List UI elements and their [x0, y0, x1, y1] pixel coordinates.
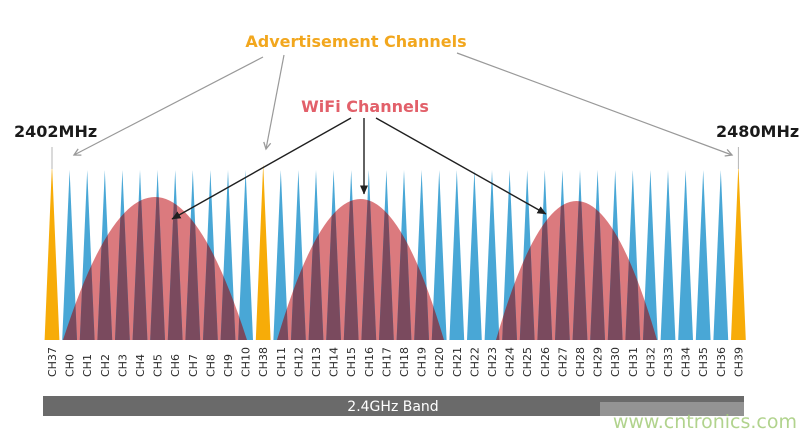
channel-label: CH23: [486, 347, 499, 377]
channel-overlap-shade: [97, 197, 113, 340]
channel-label: CH30: [609, 347, 622, 377]
ble-channel-triangle: [238, 170, 253, 340]
channel-overlap-shade: [519, 197, 535, 340]
channel-label: CH1: [81, 354, 94, 377]
channel-overlap-shade: [590, 197, 605, 340]
channel-label: CH32: [644, 347, 657, 377]
channel-overlap-shade: [555, 197, 570, 340]
channel-label: CH7: [187, 354, 200, 377]
adv-channel-triangle: [731, 164, 746, 340]
channel-overlap-shade: [343, 197, 359, 340]
channel-label: CH4: [134, 354, 147, 377]
channel-overlap-shade: [115, 197, 130, 340]
channel-overlap-shade: [361, 197, 377, 340]
ble-channel-triangle: [713, 170, 729, 340]
channel-label: CH38: [257, 347, 270, 377]
wifi-arrow-right: [375, 117, 547, 215]
channel-overlap-shade: [572, 197, 588, 340]
channel-label: CH27: [556, 347, 569, 377]
ble-channel-triangle: [678, 170, 693, 340]
band-label: 2.4GHz Band: [347, 399, 438, 415]
adv-channel-triangle: [255, 164, 271, 340]
ble-channel-triangle: [273, 170, 289, 340]
channel-label: CH22: [468, 347, 481, 377]
ble-channel-triangle: [660, 170, 676, 340]
channel-label: CH31: [627, 347, 640, 377]
channel-label: CH33: [662, 347, 675, 377]
advertisement-channels-label: Advertisement Channels: [245, 32, 466, 51]
channel-label: CH34: [680, 347, 693, 377]
channel-label: CH13: [310, 347, 323, 377]
ble-channel-triangle: [467, 170, 482, 340]
channel-overlap-shade: [185, 197, 201, 340]
ble-channel-triangle: [431, 170, 447, 340]
channel-label: CH35: [697, 347, 710, 377]
channel-label: CH9: [222, 354, 235, 377]
channel-label: CH6: [169, 354, 182, 377]
channel-overlap-shade: [326, 197, 341, 340]
channel-label: CH17: [380, 347, 393, 377]
ble-channel-triangle: [695, 170, 711, 340]
channel-label: CH26: [539, 347, 552, 377]
channel-overlap-shade: [537, 197, 553, 340]
channel-label: CH21: [451, 347, 464, 377]
freq-label-2402: 2402MHz: [14, 122, 97, 141]
channel-label: CH18: [398, 347, 411, 377]
ble-channel-triangle: [449, 170, 465, 340]
channel-label: CH36: [715, 347, 728, 377]
adv-arrow-middle: [263, 54, 285, 151]
channel-overlap-shade: [203, 197, 218, 340]
channel-label: CH0: [64, 354, 77, 377]
channel-labels: CH37 CH0 CH1 CH2 CH3 CH4 CH5 CH6 CH7 CH8 CH9 CH10 CH…: [46, 347, 745, 377]
channel-label: CH37: [46, 347, 59, 377]
adv-arrow-left: [72, 56, 264, 156]
channel-label: CH2: [99, 354, 112, 377]
ble-channel-triangle: [62, 170, 77, 340]
adv-arrow-right: [456, 52, 734, 157]
ble-channel-triangle: [643, 170, 658, 340]
channel-overlap-shade: [308, 197, 324, 340]
channel-label: CH10: [240, 347, 253, 377]
freq-label-2480: 2480MHz: [716, 122, 799, 141]
wifi-channels-label: WiFi Channels: [301, 97, 429, 116]
channel-label: CH15: [345, 347, 358, 377]
channel-label: CH16: [363, 347, 376, 377]
wifi-arrow-left: [171, 117, 352, 220]
channel-label: CH3: [116, 354, 129, 377]
channel-label: CH28: [574, 347, 587, 377]
watermark-backdrop: [600, 402, 800, 434]
channel-overlap-shade: [132, 197, 148, 340]
channel-overlap-shade: [379, 197, 394, 340]
channel-label: CH11: [275, 347, 288, 377]
channel-overlap-shade: [150, 197, 165, 340]
channel-label: CH29: [592, 347, 605, 377]
ble-channel-triangle: [484, 170, 500, 340]
channel-label: CH39: [732, 347, 745, 377]
band-bar: [43, 396, 744, 416]
watermark-text: www.cntronics.com: [613, 411, 797, 433]
channel-label: CH19: [416, 347, 429, 377]
channel-overlap-shade: [396, 197, 412, 340]
channel-label: CH14: [328, 347, 341, 377]
channel-overlap-shade: [167, 197, 183, 340]
adv-channel-triangle: [44, 164, 60, 340]
channel-overlap-shade: [607, 197, 623, 340]
channel-label: CH24: [504, 347, 517, 377]
channel-label: CH20: [433, 347, 446, 377]
channel-label: CH25: [521, 347, 534, 377]
channel-label: CH8: [204, 354, 217, 377]
channel-label: CH12: [292, 347, 305, 377]
channel-label: CH5: [152, 354, 165, 377]
